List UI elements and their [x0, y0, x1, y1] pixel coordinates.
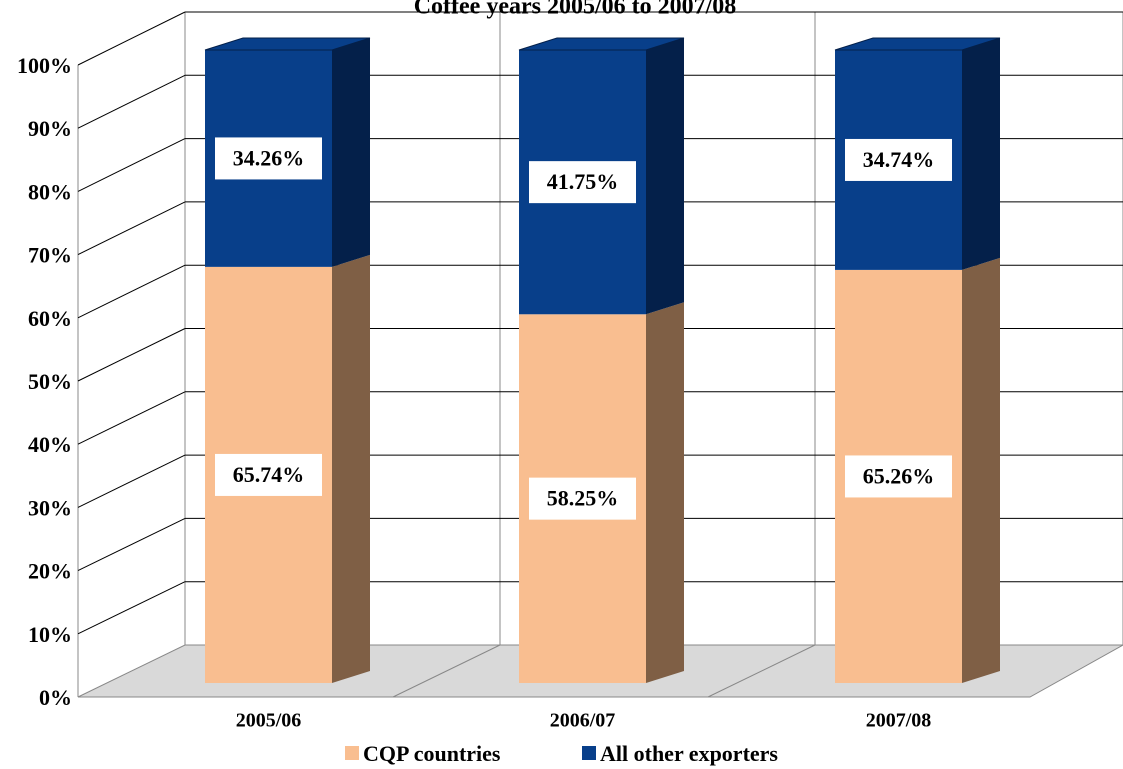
grid-line	[77, 201, 186, 256]
value-label: 65.26%	[863, 463, 935, 488]
value-label-box	[529, 477, 636, 520]
y-tick-label: 100%	[17, 53, 72, 78]
bar-side	[332, 254, 370, 684]
floor-divider	[707, 644, 816, 698]
legend-label: All other exporters	[600, 741, 778, 766]
value-label-box	[845, 455, 952, 498]
legend-swatch	[345, 746, 359, 760]
value-label: 65.74%	[233, 462, 305, 487]
y-tick-label: 20%	[28, 559, 72, 584]
grid-line	[77, 328, 186, 382]
grid-line	[77, 74, 186, 129]
y-tick-label: 10%	[28, 622, 72, 647]
value-label: 34.26%	[233, 145, 305, 170]
value-label: 34.74%	[863, 147, 935, 172]
chart-title: Coffee years 2005/06 to 2007/08	[414, 0, 737, 20]
y-tick-label: 60%	[28, 306, 72, 331]
value-label: 58.25%	[547, 486, 619, 511]
floor-divider	[392, 644, 501, 698]
grid-line	[77, 11, 186, 66]
value-label-box	[215, 137, 322, 180]
value-label-box	[215, 453, 322, 496]
x-tick-label: 2005/06	[236, 710, 302, 732]
grid-line	[77, 264, 186, 319]
y-tick-label: 90%	[28, 116, 72, 141]
grid-line	[77, 454, 186, 508]
grid-line	[77, 391, 186, 445]
y-tick-label: 40%	[28, 432, 72, 457]
value-label: 41.75%	[547, 169, 619, 194]
y-tick-label: 50%	[28, 369, 72, 394]
x-tick-label: 2007/08	[866, 710, 932, 732]
grid-line	[77, 517, 186, 572]
bar-side	[962, 38, 1000, 270]
bar-top	[834, 37, 1001, 51]
bar-side	[962, 257, 1000, 683]
y-tick-label: 80%	[28, 179, 72, 204]
y-tick-label: 30%	[28, 495, 72, 520]
y-tick-label: 70%	[28, 243, 72, 268]
y-tick-label: 0%	[39, 685, 72, 710]
bar-top	[204, 37, 371, 51]
legend-label: CQP countries	[363, 741, 501, 766]
grid-line	[77, 581, 186, 635]
grid-line	[77, 138, 186, 192]
value-label-box	[529, 161, 636, 204]
bar-side	[646, 38, 684, 315]
legend-swatch	[582, 746, 596, 760]
bar-side	[332, 38, 370, 267]
x-tick-label: 2006/07	[550, 710, 616, 732]
bar-top	[518, 37, 685, 51]
bar-side	[646, 302, 684, 683]
value-label-box	[845, 138, 952, 181]
